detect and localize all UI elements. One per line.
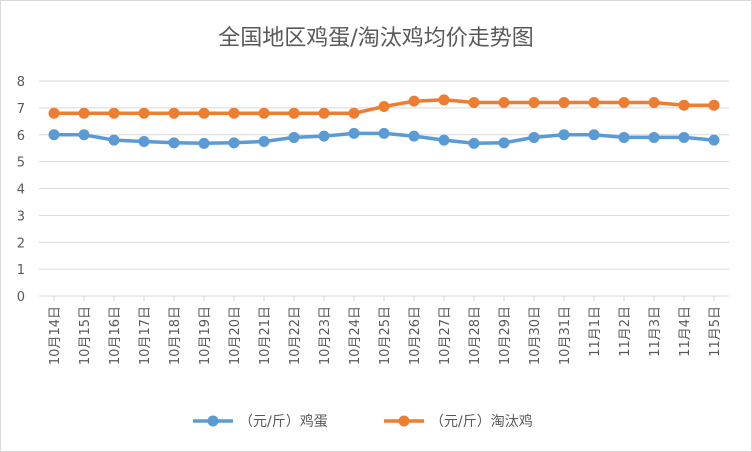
data-point <box>198 137 210 149</box>
legend: （元/斤）鸡蛋 （元/斤）淘汰鸡 <box>193 413 533 430</box>
data-point <box>708 134 720 146</box>
data-point <box>648 97 660 108</box>
data-point <box>618 131 630 143</box>
data-point <box>438 134 450 146</box>
x-tick-label: 10月22日 <box>288 306 303 365</box>
x-tick-label: 10月24日 <box>348 306 363 365</box>
data-point <box>438 94 450 106</box>
data-point <box>138 107 150 119</box>
chart-title: 全国地区鸡蛋/淘汰鸡均价走势图 <box>218 26 533 51</box>
data-point <box>618 97 630 108</box>
x-tick-label: 10月20日 <box>228 306 243 365</box>
y-tick-label: 1 <box>17 263 25 278</box>
x-tick-label: 10月19日 <box>198 306 213 365</box>
data-point <box>588 97 600 108</box>
data-point <box>318 107 330 119</box>
data-point <box>318 130 330 142</box>
data-point <box>258 135 270 147</box>
data-point <box>498 97 510 108</box>
data-point <box>228 107 240 119</box>
y-tick-label: 7 <box>17 102 25 117</box>
data-point <box>48 107 60 119</box>
data-point <box>348 127 360 139</box>
data-point <box>48 129 60 141</box>
x-tick-label: 11月5日 <box>708 306 723 357</box>
x-tick-label: 11月4日 <box>678 306 693 357</box>
data-point <box>138 135 150 147</box>
series-cull-hen <box>48 94 720 119</box>
data-point <box>468 97 480 108</box>
x-tick-label: 10月31日 <box>558 306 573 365</box>
x-tick-label: 10月29日 <box>498 306 513 365</box>
x-tick-label: 10月18日 <box>168 306 183 365</box>
data-point <box>528 131 540 143</box>
y-tick-label: 5 <box>17 156 25 171</box>
legend-label: （元/斤）淘汰鸡 <box>430 413 533 430</box>
x-tick-label: 10月17日 <box>138 306 153 365</box>
y-tick-label: 3 <box>17 209 25 224</box>
data-point <box>168 107 180 119</box>
data-point <box>588 129 600 141</box>
data-point <box>558 97 570 108</box>
x-tick-label: 10月30日 <box>528 306 543 365</box>
x-tick-label: 10月16日 <box>108 306 123 365</box>
x-axis-ticks: 10月14日 10月15日 10月16日 10月17日 10月18日 10月19日 10月2… <box>48 296 723 365</box>
data-point <box>348 107 360 119</box>
data-point <box>528 97 540 108</box>
data-point <box>258 107 270 119</box>
data-point <box>78 107 90 119</box>
legend-marker <box>398 415 410 427</box>
data-point <box>108 134 120 146</box>
x-tick-label: 10月23日 <box>318 306 333 365</box>
data-point <box>678 131 690 143</box>
data-point <box>708 99 720 111</box>
y-tick-label: 4 <box>17 183 25 198</box>
x-tick-label: 10月21日 <box>258 306 273 365</box>
x-tick-label: 10月25日 <box>378 306 393 365</box>
y-tick-label: 2 <box>17 236 25 251</box>
data-point <box>408 95 420 107</box>
legend-marker <box>207 415 219 427</box>
data-point <box>198 107 210 119</box>
legend-label: （元/斤）鸡蛋 <box>239 413 328 430</box>
x-tick-label: 11月1日 <box>588 306 603 357</box>
y-tick-label: 0 <box>17 290 25 305</box>
x-tick-label: 10月14日 <box>48 306 63 365</box>
data-point <box>408 130 420 142</box>
data-point <box>108 107 120 119</box>
y-axis-ticks: 0 1 2 3 4 5 6 7 8 <box>17 75 25 305</box>
data-point <box>168 137 180 149</box>
gridlines <box>39 80 729 297</box>
y-tick-label: 6 <box>17 129 25 144</box>
data-point <box>378 127 390 139</box>
data-point <box>288 107 300 119</box>
data-point <box>468 137 480 149</box>
data-point <box>558 129 570 141</box>
y-tick-label: 8 <box>17 75 25 90</box>
x-tick-label: 10月28日 <box>468 306 483 365</box>
data-point <box>78 129 90 141</box>
series-egg <box>48 127 720 149</box>
data-point <box>378 101 390 113</box>
x-tick-label: 10月27日 <box>438 306 453 365</box>
data-point <box>678 99 690 111</box>
data-point <box>648 131 660 143</box>
x-tick-label: 11月3日 <box>648 306 663 357</box>
data-point <box>228 137 240 149</box>
x-tick-label: 11月2日 <box>618 306 633 357</box>
series-group <box>48 94 720 149</box>
x-tick-label: 10月26日 <box>408 306 423 365</box>
data-point <box>288 131 300 143</box>
x-tick-label: 10月15日 <box>78 306 93 365</box>
data-point <box>498 137 510 149</box>
